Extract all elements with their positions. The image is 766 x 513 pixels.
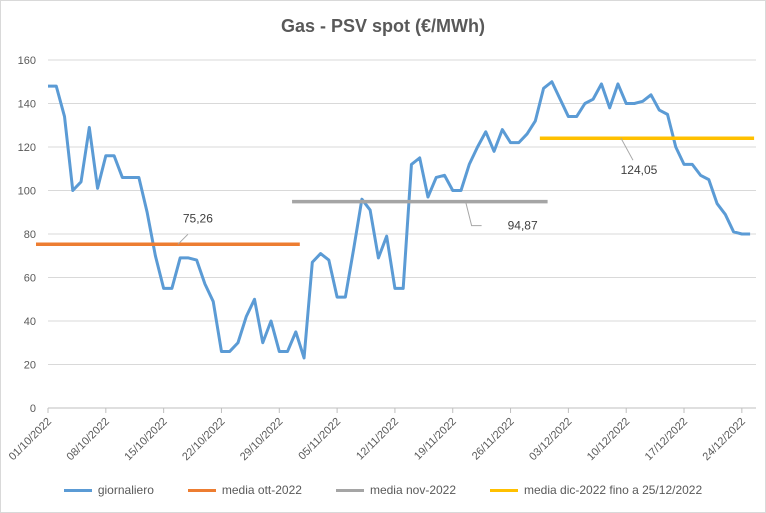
legend-item: media ott-2022 (187, 483, 302, 497)
data-label: 124,05 (621, 163, 658, 177)
leader-line (465, 201, 482, 227)
legend-label: media dic-2022 fino a 25/12/2022 (524, 483, 703, 497)
y-tick-label: 20 (24, 360, 36, 372)
x-tick-label: 03/12/2022 (527, 416, 574, 463)
x-tick-label: 29/10/2022 (238, 416, 285, 463)
x-tick-label: 08/10/2022 (65, 416, 112, 463)
y-tick-label: 100 (18, 186, 36, 198)
leader-line (620, 137, 634, 161)
legend-swatch (490, 488, 519, 492)
data-label: 75,26 (183, 211, 213, 225)
legend-swatch (187, 488, 216, 492)
leader-line (177, 233, 189, 245)
x-tick-label: 01/10/2022 (7, 416, 54, 463)
data-label: 94,87 (508, 219, 538, 233)
legend-label: giornaliero (97, 483, 154, 497)
y-tick-label: 120 (18, 142, 36, 154)
legend-swatch (335, 488, 364, 492)
legend-swatch (63, 488, 92, 492)
series-line-giornaliero (48, 80, 751, 360)
x-tick-label: 19/11/2022 (412, 416, 459, 463)
chart-title: Gas - PSV spot (€/MWh) (280, 16, 485, 36)
x-tick-label: 10/12/2022 (585, 416, 632, 463)
legend-label: media nov-2022 (369, 483, 457, 497)
legend-item: giornaliero (63, 483, 154, 497)
x-tick-label: 26/11/2022 (470, 416, 517, 463)
x-tick-label: 17/12/2022 (643, 416, 690, 463)
legend-item: media dic-2022 fino a 25/12/2022 (490, 483, 702, 497)
legend-label: media ott-2022 (221, 483, 302, 497)
legend: giornaliero media ott-2022 media nov-2022 m… (0, 483, 766, 497)
y-tick-label: 60 (24, 273, 36, 285)
y-tick-label: 140 (18, 99, 36, 111)
x-tick-label: 05/11/2022 (296, 416, 343, 463)
y-tick-label: 0 (30, 403, 36, 415)
y-tick-label: 160 (18, 55, 36, 67)
x-tick-label: 12/11/2022 (354, 416, 401, 463)
x-tick-label: 22/10/2022 (180, 416, 227, 463)
y-tick-label: 40 (24, 316, 36, 328)
y-tick-label: 80 (24, 229, 36, 241)
x-tick-label: 24/12/2022 (701, 416, 748, 463)
x-tick-label: 15/10/2022 (122, 416, 169, 463)
legend-item: media nov-2022 (335, 483, 457, 497)
